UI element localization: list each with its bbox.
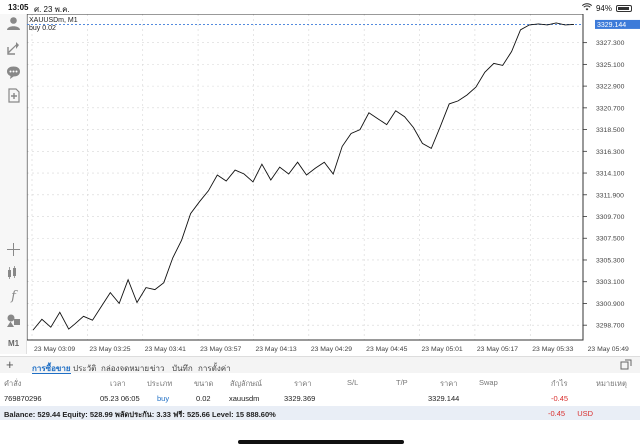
- indicators-icon[interactable]: [5, 264, 22, 281]
- x-tick-label: 23 May 05:49: [588, 346, 629, 353]
- current-price-label: 3329.144: [597, 22, 626, 29]
- axis-ticks: 3327.300 3325.100 3322.900 3320.700 3318.500…: [34, 40, 629, 353]
- y-tick-label: 3309.700: [596, 214, 625, 221]
- detach-panel-icon[interactable]: [620, 359, 632, 371]
- y-tick-label: 3316.300: [596, 149, 625, 156]
- order-profit: -0.45: [551, 394, 569, 403]
- y-tick-label: 3303.100: [596, 279, 625, 286]
- orders-table-header: คำสั่ง เวลา ประเภท ขนาด สัญลักษณ์ ราคา S…: [0, 376, 640, 390]
- summary-currency: USD: [577, 409, 594, 418]
- chart-grid: [27, 14, 583, 340]
- chart-toolbar: f M1: [0, 14, 27, 354]
- y-tick-label: 3305.300: [596, 257, 625, 264]
- header-order: คำสั่ง: [4, 379, 22, 388]
- header-swap: Swap: [479, 378, 498, 387]
- status-right: 94%: [581, 3, 632, 13]
- order-type: buy: [157, 394, 170, 403]
- header-open-price: ราคา: [294, 379, 312, 388]
- status-time: 13:05: [8, 3, 29, 12]
- x-tick-label: 23 May 05:33: [532, 346, 573, 353]
- objects-icon[interactable]: [5, 312, 22, 329]
- order-open-price: 3329.369: [284, 394, 316, 403]
- x-tick-label: 23 May 03:25: [89, 346, 130, 353]
- crosshair-icon[interactable]: [5, 241, 22, 258]
- header-profit: กำไร: [551, 379, 568, 388]
- header-symbol: สัญลักษณ์: [230, 379, 263, 388]
- tab-settings[interactable]: การตั้งค่า: [198, 364, 231, 373]
- y-tick-label: 3327.300: [596, 40, 625, 47]
- price-chart-svg: 3327.300 3325.100 3322.900 3320.700 3318.500…: [26, 13, 640, 354]
- y-tick-label: 3311.900: [596, 192, 624, 199]
- chart-background: [27, 14, 640, 354]
- tab-trade[interactable]: การซื้อขาย: [32, 364, 71, 374]
- y-tick-label: 3307.500: [596, 236, 625, 243]
- header-size: ขนาด: [194, 379, 214, 388]
- x-tick-label: 23 May 03:09: [34, 346, 75, 353]
- price-chart[interactable]: 3327.300 3325.100 3322.900 3320.700 3318.500…: [26, 13, 640, 354]
- wifi-icon: [581, 3, 593, 13]
- x-tick-label: 23 May 04:13: [255, 346, 296, 353]
- order-size: 0.02: [196, 394, 211, 403]
- table-row[interactable]: 769870296 05.23 06:05 buy 0.02 xauusdm 3…: [0, 392, 640, 406]
- header-time: เวลา: [110, 379, 126, 388]
- function-icon[interactable]: f: [11, 289, 16, 304]
- battery-fill: [618, 6, 630, 10]
- summary-text: Balance: 529.44 Equity: 528.99 พลัดประกั…: [4, 410, 276, 419]
- battery-percent: 94%: [595, 3, 612, 13]
- x-tick-label: 23 May 03:41: [145, 346, 186, 353]
- order-time: 05.23 06:05: [100, 394, 140, 403]
- header-comment: หมายเหตุ: [596, 379, 627, 388]
- symbol-label: XAUUSDm, M1: [29, 17, 78, 24]
- trade-arrows-icon[interactable]: [5, 40, 22, 57]
- order-symbol: xauusdm: [229, 394, 260, 403]
- battery-icon: [616, 4, 632, 12]
- add-icon[interactable]: +: [6, 357, 14, 372]
- terminal-tabs: + การซื้อขาย ประวัติ กล่องจดหมาย ข่าว บั…: [0, 356, 640, 374]
- account-icon[interactable]: [5, 15, 22, 32]
- tab-news[interactable]: ข่าว: [150, 364, 165, 373]
- status-date: ศ. 23 พ.ค.: [34, 5, 70, 14]
- header-tp: T/P: [396, 378, 408, 387]
- y-tick-label: 3318.500: [596, 127, 625, 134]
- new-order-icon[interactable]: [5, 87, 22, 104]
- summary-profit: -0.45 USD: [548, 409, 593, 418]
- tab-journal[interactable]: บันทึก: [172, 364, 193, 373]
- x-tick-label: 23 May 05:01: [422, 346, 463, 353]
- header-type: ประเภท: [147, 379, 173, 388]
- account-summary: Balance: 529.44 Equity: 528.99 พลัดประกั…: [0, 406, 640, 420]
- header-sl: S/L: [347, 378, 359, 387]
- timeframe-m1-button[interactable]: M1: [7, 339, 20, 348]
- order-id: 769870296: [4, 394, 42, 403]
- current-price-tag: [595, 19, 640, 29]
- y-tick-label: 3314.100: [596, 171, 625, 178]
- x-tick-label: 23 May 03:57: [200, 346, 241, 353]
- y-tick-label: 3322.900: [596, 84, 625, 91]
- status-bar: 13:05 ศ. 23 พ.ค. 94%: [0, 0, 640, 14]
- y-tick-label: 3325.100: [596, 62, 625, 69]
- home-indicator: [238, 440, 404, 444]
- x-tick-label: 23 May 04:45: [366, 346, 407, 353]
- trade-label: buy 0.02: [29, 25, 56, 32]
- header-current-price: ราคา: [440, 379, 458, 388]
- y-tick-label: 3320.700: [596, 105, 625, 112]
- chat-icon[interactable]: [5, 64, 22, 81]
- plot-frame: [26, 13, 584, 341]
- x-tick-label: 23 May 05:17: [477, 346, 518, 353]
- order-current-price: 3329.144: [428, 394, 460, 403]
- summary-profit-value: -0.45: [548, 409, 566, 418]
- x-tick-label: 23 May 04:29: [311, 346, 352, 353]
- series-line: [32, 22, 575, 331]
- y-tick-label: 3300.900: [596, 301, 625, 308]
- y-tick-label: 3298.700: [596, 323, 625, 330]
- tab-mailbox[interactable]: กล่องจดหมาย: [101, 364, 150, 373]
- tab-history[interactable]: ประวัติ: [73, 364, 97, 373]
